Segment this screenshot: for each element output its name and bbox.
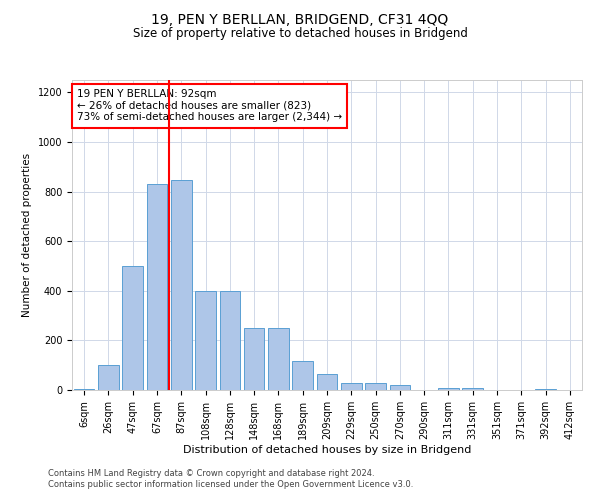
Bar xyxy=(365,382,386,390)
X-axis label: Distribution of detached houses by size in Bridgend: Distribution of detached houses by size … xyxy=(183,444,471,454)
Bar xyxy=(220,291,240,390)
Text: 19 PEN Y BERLLAN: 92sqm
← 26% of detached houses are smaller (823)
73% of semi-d: 19 PEN Y BERLLAN: 92sqm ← 26% of detache… xyxy=(77,90,342,122)
Bar xyxy=(463,388,483,390)
Bar xyxy=(292,362,313,390)
Bar xyxy=(74,389,94,390)
Bar xyxy=(122,266,143,390)
Bar xyxy=(98,365,119,390)
Bar xyxy=(146,184,167,390)
Text: Size of property relative to detached houses in Bridgend: Size of property relative to detached ho… xyxy=(133,28,467,40)
Bar xyxy=(244,328,265,390)
Bar xyxy=(341,382,362,390)
Bar xyxy=(317,374,337,390)
Bar xyxy=(535,389,556,390)
Bar xyxy=(389,385,410,390)
Bar xyxy=(195,291,216,390)
Text: 19, PEN Y BERLLAN, BRIDGEND, CF31 4QQ: 19, PEN Y BERLLAN, BRIDGEND, CF31 4QQ xyxy=(151,12,449,26)
Bar xyxy=(268,328,289,390)
Bar xyxy=(171,180,191,390)
Text: Contains HM Land Registry data © Crown copyright and database right 2024.: Contains HM Land Registry data © Crown c… xyxy=(48,468,374,477)
Bar xyxy=(438,388,459,390)
Text: Contains public sector information licensed under the Open Government Licence v3: Contains public sector information licen… xyxy=(48,480,413,489)
Y-axis label: Number of detached properties: Number of detached properties xyxy=(22,153,32,317)
